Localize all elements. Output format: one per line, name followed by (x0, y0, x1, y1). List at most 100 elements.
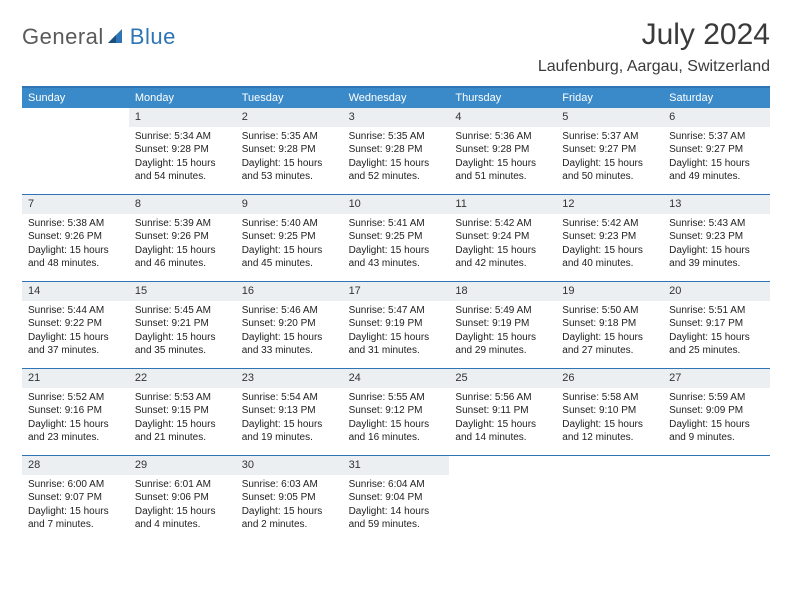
day-body: Sunrise: 5:35 AMSunset: 9:28 PMDaylight:… (236, 127, 343, 190)
sunrise-label: Sunrise: 5:52 AM (28, 391, 123, 405)
day-cell: 15Sunrise: 5:45 AMSunset: 9:21 PMDayligh… (129, 282, 236, 368)
sunrise-label: Sunrise: 5:35 AM (349, 130, 444, 144)
day-cell: 6Sunrise: 5:37 AMSunset: 9:27 PMDaylight… (663, 108, 770, 194)
day-number: 14 (22, 282, 129, 301)
sunrise-label: Sunrise: 5:38 AM (28, 217, 123, 231)
day-body: Sunrise: 5:41 AMSunset: 9:25 PMDaylight:… (343, 214, 450, 277)
day-number: 29 (129, 456, 236, 475)
daylight-label: Daylight: 15 hours and 29 minutes. (455, 331, 550, 358)
day-body: Sunrise: 5:38 AMSunset: 9:26 PMDaylight:… (22, 214, 129, 277)
daylight-label: Daylight: 15 hours and 51 minutes. (455, 157, 550, 184)
sunset-label: Sunset: 9:26 PM (135, 230, 230, 244)
day-number: 4 (449, 108, 556, 127)
day-number: 3 (343, 108, 450, 127)
daylight-label: Daylight: 15 hours and 25 minutes. (669, 331, 764, 358)
sunrise-label: Sunrise: 5:54 AM (242, 391, 337, 405)
sunrise-label: Sunrise: 5:44 AM (28, 304, 123, 318)
day-cell: 27Sunrise: 5:59 AMSunset: 9:09 PMDayligh… (663, 369, 770, 455)
day-body: Sunrise: 5:53 AMSunset: 9:15 PMDaylight:… (129, 388, 236, 451)
day-number: 13 (663, 195, 770, 214)
day-number: 20 (663, 282, 770, 301)
day-cell: 1Sunrise: 5:34 AMSunset: 9:28 PMDaylight… (129, 108, 236, 194)
day-cell (22, 108, 129, 194)
day-cell: 14Sunrise: 5:44 AMSunset: 9:22 PMDayligh… (22, 282, 129, 368)
daylight-label: Daylight: 15 hours and 9 minutes. (669, 418, 764, 445)
day-header: Thursday (449, 88, 556, 108)
day-body: Sunrise: 5:56 AMSunset: 9:11 PMDaylight:… (449, 388, 556, 451)
day-number: 24 (343, 369, 450, 388)
sunrise-label: Sunrise: 6:03 AM (242, 478, 337, 492)
day-cell: 26Sunrise: 5:58 AMSunset: 9:10 PMDayligh… (556, 369, 663, 455)
logo: General Blue (22, 24, 176, 50)
sunset-label: Sunset: 9:23 PM (562, 230, 657, 244)
day-cell (449, 456, 556, 542)
day-cell: 5Sunrise: 5:37 AMSunset: 9:27 PMDaylight… (556, 108, 663, 194)
daylight-label: Daylight: 14 hours and 59 minutes. (349, 505, 444, 532)
day-cell: 8Sunrise: 5:39 AMSunset: 9:26 PMDaylight… (129, 195, 236, 281)
daylight-label: Daylight: 15 hours and 45 minutes. (242, 244, 337, 271)
daylight-label: Daylight: 15 hours and 37 minutes. (28, 331, 123, 358)
day-cell: 4Sunrise: 5:36 AMSunset: 9:28 PMDaylight… (449, 108, 556, 194)
sunset-label: Sunset: 9:20 PM (242, 317, 337, 331)
day-cell: 29Sunrise: 6:01 AMSunset: 9:06 PMDayligh… (129, 456, 236, 542)
sunrise-label: Sunrise: 5:41 AM (349, 217, 444, 231)
day-number: 1 (129, 108, 236, 127)
logo-word-blue: Blue (130, 24, 176, 50)
day-cell: 19 Sunrise: 5:50 AMSunset: 9:18 PMDayligh… (556, 282, 663, 368)
day-cell: 30Sunrise: 6:03 AMSunset: 9:05 PMDayligh… (236, 456, 343, 542)
sunrise-label: Sunrise: 6:00 AM (28, 478, 123, 492)
sunset-label: Sunset: 9:09 PM (669, 404, 764, 418)
day-body: Sunrise: 6:01 AMSunset: 9:06 PMDaylight:… (129, 475, 236, 538)
daylight-label: Daylight: 15 hours and 49 minutes. (669, 157, 764, 184)
day-body: Sunrise: 5:49 AMSunset: 9:19 PMDaylight:… (449, 301, 556, 364)
daylight-label: Daylight: 15 hours and 19 minutes. (242, 418, 337, 445)
sunset-label: Sunset: 9:28 PM (135, 143, 230, 157)
day-body: Sunrise: 5:51 AMSunset: 9:17 PMDaylight:… (663, 301, 770, 364)
sunrise-label: Sunrise: 5:46 AM (242, 304, 337, 318)
day-cell: 18Sunrise: 5:49 AMSunset: 9:19 PMDayligh… (449, 282, 556, 368)
day-number: 2 (236, 108, 343, 127)
sunset-label: Sunset: 9:17 PM (669, 317, 764, 331)
day-cell: 20Sunrise: 5:51 AMSunset: 9:17 PMDayligh… (663, 282, 770, 368)
day-header: Saturday (663, 88, 770, 108)
day-body: Sunrise: 5:37 AMSunset: 9:27 PMDaylight:… (663, 127, 770, 190)
week-row: 21 Sunrise: 5:52 AMSunset: 9:16 PM Dayligh… (22, 369, 770, 456)
day-cell: 25Sunrise: 5:56 AMSunset: 9:11 PMDayligh… (449, 369, 556, 455)
sunset-label: Sunset: 9:16 PM (28, 404, 123, 418)
day-number: 7 (22, 195, 129, 214)
sunrise-label: Sunrise: 5:55 AM (349, 391, 444, 405)
day-body: Sunrise: 5:47 AMSunset: 9:19 PMDaylight:… (343, 301, 450, 364)
sunrise-label: Sunrise: 5:37 AM (562, 130, 657, 144)
day-cell: 24Sunrise: 5:55 AMSunset: 9:12 PMDayligh… (343, 369, 450, 455)
daylight-label: Daylight: 15 hours and 40 minutes. (562, 244, 657, 271)
day-body: Sunrise: 5:45 AMSunset: 9:21 PMDaylight:… (129, 301, 236, 364)
daylight-label: Daylight: 15 hours and 53 minutes. (242, 157, 337, 184)
sunset-label: Sunset: 9:28 PM (242, 143, 337, 157)
daylight-label: Daylight: 15 hours and 33 minutes. (242, 331, 337, 358)
sunrise-label: Sunrise: 5:58 AM (562, 391, 657, 405)
day-number: 19 (556, 282, 663, 301)
daylight-label: Daylight: 15 hours and 48 minutes. (28, 244, 123, 271)
daylight-label: Daylight: 15 hours and 42 minutes. (455, 244, 550, 271)
sunset-label: Sunset: 9:25 PM (242, 230, 337, 244)
day-cell: 7Sunrise: 5:38 AMSunset: 9:26 PMDaylight… (22, 195, 129, 281)
day-body: Sunrise: 5:35 AMSunset: 9:28 PMDaylight:… (343, 127, 450, 190)
sunrise-label: Sunrise: 6:01 AM (135, 478, 230, 492)
sunset-label: Sunset: 9:28 PM (349, 143, 444, 157)
sunrise-label: Sunrise: 5:50 AM (562, 304, 657, 318)
day-body: Sunrise: 5:34 AMSunset: 9:28 PMDaylight:… (129, 127, 236, 190)
logo-sail-icon (106, 27, 126, 47)
sunrise-label: Sunrise: 5:59 AM (669, 391, 764, 405)
daylight-label: Daylight: 15 hours and 27 minutes. (562, 331, 657, 358)
day-number: 21 (22, 369, 129, 388)
day-cell: 12Sunrise: 5:42 AMSunset: 9:23 PMDayligh… (556, 195, 663, 281)
month-title: July 2024 (538, 18, 770, 52)
day-header: Wednesday (343, 88, 450, 108)
sunset-label: Sunset: 9:24 PM (455, 230, 550, 244)
day-number: 22 (129, 369, 236, 388)
day-number: 25 (449, 369, 556, 388)
daylight-label: Daylight: 15 hours and 52 minutes. (349, 157, 444, 184)
sunset-label: Sunset: 9:18 PM (562, 317, 657, 331)
sunset-label: Sunset: 9:26 PM (28, 230, 123, 244)
sunset-label: Sunset: 9:27 PM (669, 143, 764, 157)
